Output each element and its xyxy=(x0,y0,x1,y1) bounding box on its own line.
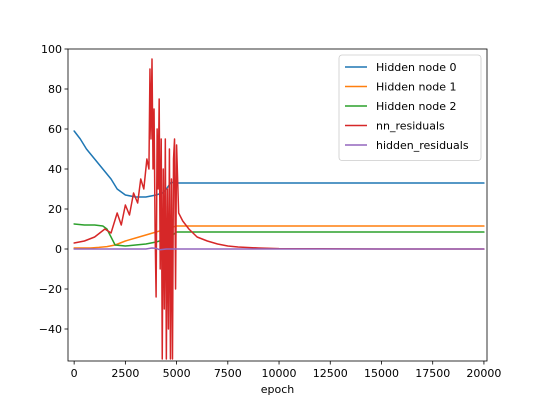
axes-layer: 0 2500 5000 7500 10000 12500 15000 17500 20000 −4… xyxy=(39,43,502,380)
legend-label-1: Hidden node 1 xyxy=(376,81,456,94)
y-tick-label: 0 xyxy=(55,243,62,256)
series-line-3 xyxy=(73,58,485,360)
x-tick-label: 12500 xyxy=(313,367,348,380)
legend-label-3: nn_residuals xyxy=(376,120,445,133)
legend-box xyxy=(338,54,482,161)
series-line-4 xyxy=(73,247,485,251)
x-axis-title: epoch xyxy=(261,383,295,396)
y-tick-label: 80 xyxy=(48,83,62,96)
plot-frame xyxy=(67,48,488,362)
x-tick-label: 10000 xyxy=(262,367,297,380)
series-line-2 xyxy=(73,223,485,247)
series-line-1 xyxy=(73,225,485,249)
series-line-0 xyxy=(73,130,485,198)
x-tick-label: 5000 xyxy=(163,367,191,380)
y-tick-label: −40 xyxy=(39,323,62,336)
y-tick-label: −20 xyxy=(39,283,62,296)
x-tick-label: 7500 xyxy=(214,367,242,380)
x-tick-label: 15000 xyxy=(364,367,399,380)
legend-label-2: Hidden node 2 xyxy=(376,100,456,113)
legend-label-0: Hidden node 0 xyxy=(376,61,456,74)
legend: Hidden node 0 Hidden node 1 Hidden node 2 n… xyxy=(338,54,482,161)
y-tick-label: 40 xyxy=(48,163,62,176)
x-tick-label: 17500 xyxy=(415,367,450,380)
x-tick-label: 2500 xyxy=(111,367,139,380)
x-tick-label: 20000 xyxy=(466,367,501,380)
series-layer xyxy=(73,58,485,360)
y-tick-label: 60 xyxy=(48,123,62,136)
x-tick-label: 0 xyxy=(71,367,78,380)
y-tick-label: 100 xyxy=(41,43,62,56)
legend-label-4: hidden_residuals xyxy=(376,139,469,152)
y-tick-label: 20 xyxy=(48,203,62,216)
